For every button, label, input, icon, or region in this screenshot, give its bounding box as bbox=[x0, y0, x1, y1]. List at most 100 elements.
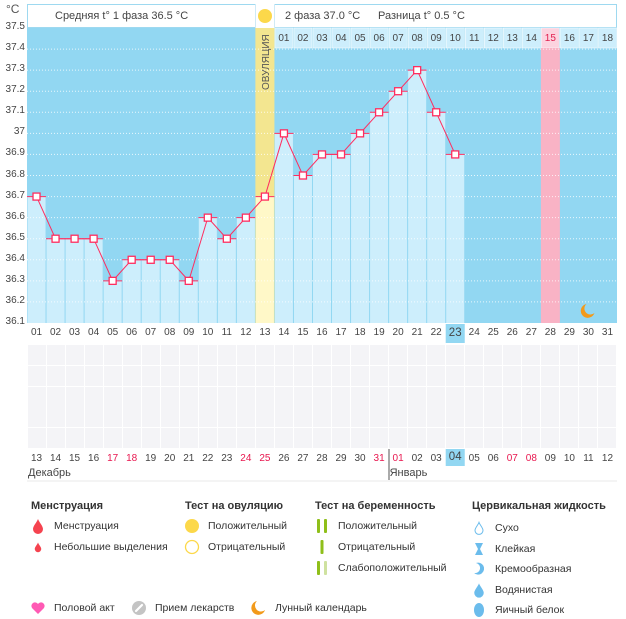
temperature-bar bbox=[351, 133, 370, 323]
cycle-day-number[interactable]: 24 bbox=[468, 327, 480, 338]
icon-row-cell bbox=[84, 407, 103, 427]
cycle-day-number[interactable]: 10 bbox=[202, 327, 214, 338]
icon-row-cell bbox=[446, 407, 465, 427]
cycle-day-number[interactable]: 29 bbox=[563, 327, 575, 338]
calendar-date[interactable]: 04 bbox=[448, 451, 462, 463]
calendar-date[interactable]: 24 bbox=[240, 453, 252, 464]
icon-row-cell bbox=[141, 428, 160, 448]
temperature-point bbox=[355, 129, 365, 138]
calendar-date[interactable]: 27 bbox=[297, 453, 309, 464]
calendar-date[interactable]: 26 bbox=[278, 453, 290, 464]
cycle-day-number[interactable]: 06 bbox=[126, 327, 138, 338]
pregnancy-positive-icon bbox=[317, 519, 327, 533]
cycle-day-number[interactable]: 19 bbox=[373, 327, 385, 338]
legend-title: Цервикальная жидкость bbox=[472, 500, 606, 512]
cycle-day-number[interactable]: 16 bbox=[316, 327, 328, 338]
cycle-day-number[interactable]: 17 bbox=[335, 327, 347, 338]
cycle-day-number[interactable]: 12 bbox=[240, 327, 252, 338]
icon-row-cell bbox=[332, 345, 351, 365]
calendar-date[interactable]: 03 bbox=[430, 453, 442, 464]
calendar-date[interactable]: 19 bbox=[145, 453, 157, 464]
calendar-date[interactable]: 10 bbox=[563, 453, 575, 464]
next-cycle-day-number: 08 bbox=[411, 33, 423, 44]
icon-row-cell bbox=[217, 387, 236, 407]
cycle-day-number[interactable]: 13 bbox=[259, 327, 271, 338]
icon-row-cell bbox=[598, 428, 617, 448]
cycle-day-number[interactable]: 31 bbox=[601, 327, 614, 338]
cycle-day-number[interactable]: 30 bbox=[582, 327, 594, 338]
cycle-day-number[interactable]: 25 bbox=[487, 327, 499, 338]
icon-row-cell bbox=[465, 345, 484, 365]
calendar-date[interactable]: 17 bbox=[107, 453, 119, 464]
pregnancy-negative-icon bbox=[320, 540, 324, 554]
cycle-day-number[interactable]: 02 bbox=[49, 327, 62, 338]
cycle-day-number[interactable]: 28 bbox=[544, 327, 556, 338]
calendar-date[interactable]: 23 bbox=[221, 453, 233, 464]
calendar-date[interactable]: 28 bbox=[316, 453, 328, 464]
icon-row-cell bbox=[541, 345, 560, 365]
icon-row-cell bbox=[179, 407, 198, 427]
cycle-day-number[interactable]: 18 bbox=[354, 327, 366, 338]
calendar-date[interactable]: 22 bbox=[202, 453, 214, 464]
cycle-day-number[interactable]: 07 bbox=[145, 327, 157, 338]
cycle-day-number[interactable]: 21 bbox=[411, 327, 423, 338]
icon-row-cell bbox=[560, 407, 579, 427]
next-cycle-day-number: 17 bbox=[582, 33, 594, 44]
cycle-day-number[interactable]: 09 bbox=[183, 327, 195, 338]
cycle-day-number[interactable]: 04 bbox=[88, 327, 100, 338]
calendar-date[interactable]: 21 bbox=[183, 453, 195, 464]
calendar-date[interactable]: 31 bbox=[373, 453, 385, 464]
cycle-day-number[interactable]: 03 bbox=[69, 327, 81, 338]
y-tick-label: 36.1 bbox=[5, 316, 25, 327]
cervical-dry-icon bbox=[474, 520, 484, 535]
calendar-date[interactable]: 16 bbox=[88, 453, 100, 464]
cycle-day-number[interactable]: 15 bbox=[297, 327, 309, 338]
calendar-date[interactable]: 01 bbox=[392, 453, 404, 464]
cervical-watery-icon bbox=[474, 582, 484, 598]
cycle-day-number[interactable]: 11 bbox=[221, 327, 232, 338]
next-cycle-day-cell bbox=[407, 27, 427, 49]
cycle-day-number[interactable]: 05 bbox=[107, 327, 119, 338]
calendar-date[interactable]: 02 bbox=[411, 453, 423, 464]
calendar-date[interactable]: 05 bbox=[468, 453, 480, 464]
calendar-date[interactable]: 18 bbox=[126, 453, 138, 464]
cycle-day-number[interactable]: 27 bbox=[525, 327, 537, 338]
calendar-date[interactable]: 30 bbox=[354, 453, 366, 464]
calendar-date[interactable]: 14 bbox=[49, 453, 62, 464]
next-cycle-day-number: 06 bbox=[373, 33, 385, 44]
icon-row-cell bbox=[236, 407, 255, 427]
icon-row-cell bbox=[122, 387, 141, 407]
today-date-highlight bbox=[445, 449, 465, 466]
calendar-date[interactable]: 12 bbox=[601, 453, 614, 464]
cycle-day-number[interactable]: 22 bbox=[430, 327, 442, 338]
icon-row-cell bbox=[370, 387, 389, 407]
icon-row-cell bbox=[408, 366, 427, 386]
cycle-day-number[interactable]: 14 bbox=[278, 327, 290, 338]
temperature-bar bbox=[141, 259, 160, 323]
calendar-date[interactable]: 15 bbox=[69, 453, 81, 464]
icon-row-cell bbox=[370, 428, 389, 448]
calendar-date[interactable]: 06 bbox=[487, 453, 499, 464]
icon-row-cell bbox=[122, 366, 141, 386]
icon-row-cell bbox=[160, 428, 179, 448]
moon-icon[interactable] bbox=[580, 304, 595, 318]
icon-row-cell bbox=[370, 407, 389, 427]
cycle-day-number[interactable]: 01 bbox=[30, 327, 43, 338]
calendar-date[interactable]: 11 bbox=[583, 453, 594, 464]
cycle-day-number[interactable]: 26 bbox=[506, 327, 518, 338]
cycle-day-number[interactable]: 08 bbox=[164, 327, 176, 338]
calendar-date[interactable]: 20 bbox=[164, 453, 176, 464]
cycle-day-number[interactable]: 20 bbox=[392, 327, 404, 338]
calendar-date[interactable]: 08 bbox=[525, 453, 537, 464]
unit-label: °C bbox=[6, 2, 20, 16]
calendar-date[interactable]: 13 bbox=[30, 453, 43, 464]
icon-row-cell bbox=[46, 407, 65, 427]
calendar-date[interactable]: 25 bbox=[259, 453, 271, 464]
calendar-date[interactable]: 29 bbox=[335, 453, 347, 464]
legend-item-label: Отрицательный bbox=[208, 541, 286, 553]
cycle-day-number[interactable]: 23 bbox=[448, 327, 462, 339]
calendar-date[interactable]: 07 bbox=[506, 453, 518, 464]
y-tick-label: 36.5 bbox=[5, 231, 25, 243]
calendar-date[interactable]: 09 bbox=[544, 453, 556, 464]
temperature-point bbox=[279, 129, 289, 138]
